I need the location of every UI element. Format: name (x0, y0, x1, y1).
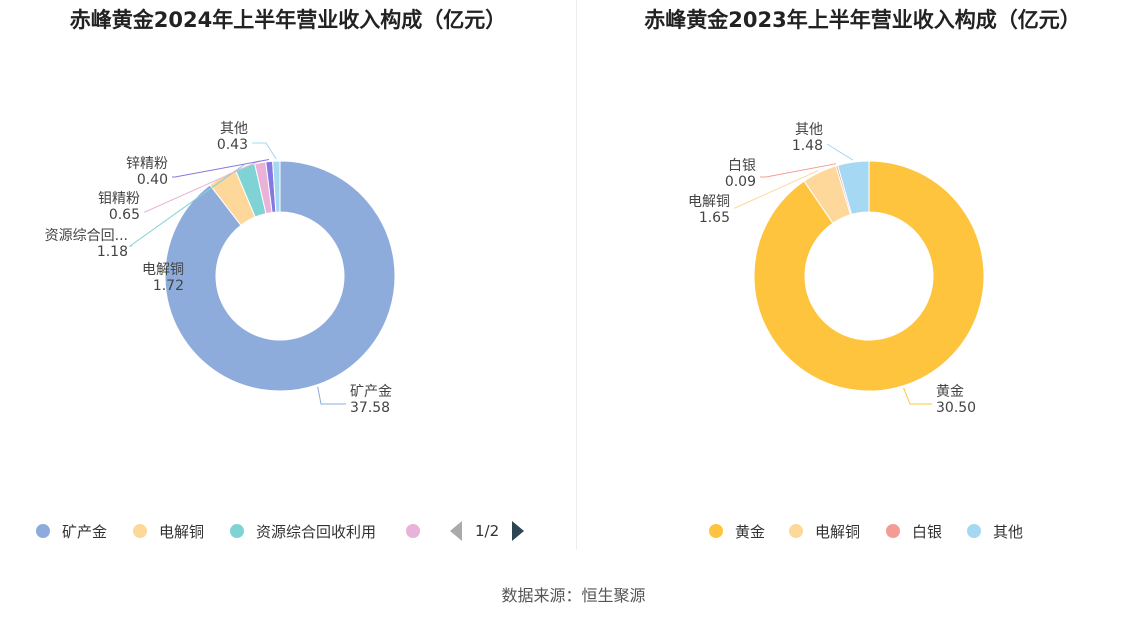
legend-label: 电解铜 (159, 522, 205, 541)
chart-2023-panel: 赤峰黄金2023年上半年营业收入构成（亿元） 黄金 30.50 电解铜 1.65 白银 0… (578, 0, 1147, 560)
slice-label: 其他 (795, 122, 823, 138)
label-leader-line (252, 142, 277, 160)
legend-label: 白银 (912, 522, 943, 541)
donut-chart-2024: 矿产金37.58电解铜1.72资源综合回...1.18钼精粉0.65锌精粉0.4… (45, 121, 396, 416)
legend-pager: 1/2 (450, 518, 525, 544)
slice-label: 锌精粉 (126, 156, 168, 172)
legend-item-2[interactable]: 白银 (886, 518, 942, 544)
chart-2024-panel: 赤峰黄金2024年上半年营业收入构成（亿元） 矿产金 37.58 电解铜 1.72 资源… (0, 0, 576, 560)
slice-value: 1.48 (792, 138, 823, 154)
slice-value: 0.65 (109, 207, 140, 223)
legend-swatch (967, 524, 981, 538)
legend-swatch (886, 524, 900, 538)
slice-value: 1.18 (97, 244, 128, 260)
pie-slice-5[interactable] (272, 160, 281, 213)
label-leader-line (826, 143, 854, 161)
legend-swatch (36, 524, 50, 538)
slice-label: 白银 (728, 158, 756, 174)
legend-swatch (789, 524, 803, 538)
legend-page-indicator: 1/2 (475, 522, 500, 540)
legend-item-1[interactable]: 电解铜 (789, 518, 860, 544)
slice-label: 钼精粉 (98, 191, 140, 207)
slice-value: 1.72 (153, 278, 184, 294)
legend-swatch (709, 524, 723, 538)
slice-label: 电解铜 (142, 262, 184, 278)
legend-label: 电解铜 (815, 522, 861, 541)
legend-item-3[interactable] (406, 518, 432, 544)
slice-value: 0.43 (217, 137, 248, 153)
chart-title-2023: 赤峰黄金2023年上半年营业收入构成（亿元） (644, 8, 1081, 32)
slice-value: 37.58 (350, 400, 390, 416)
slice-label: 黄金 (936, 383, 964, 400)
legend-item-0[interactable]: 黄金 (709, 518, 765, 544)
legend-swatch (230, 524, 244, 538)
label-leader-line (734, 170, 819, 209)
legend-label: 其他 (993, 522, 1024, 541)
data-source-note: 数据来源：恒生聚源 (501, 586, 646, 605)
slice-value: 30.50 (936, 400, 976, 416)
label-leader-line (903, 387, 932, 405)
legend-label: 矿产金 (62, 522, 108, 541)
slice-label: 电解铜 (688, 194, 730, 210)
label-leader-line (760, 163, 837, 178)
slice-value: 0.40 (137, 172, 168, 188)
legend-item-1[interactable]: 电解铜 (133, 518, 204, 544)
legend-swatch (406, 524, 420, 538)
label-leader-line (172, 159, 270, 178)
legend-item-0[interactable]: 矿产金 (36, 518, 107, 544)
label-leader-line (128, 164, 245, 247)
next-page-icon[interactable] (512, 521, 525, 541)
slice-label: 其他 (220, 121, 248, 137)
slice-value: 0.09 (725, 174, 756, 190)
prev-page-icon[interactable] (450, 521, 462, 541)
legend-item-3[interactable]: 其他 (967, 518, 1023, 544)
legend-item-2[interactable]: 资源综合回收利用 (230, 518, 376, 544)
pie-slice-0[interactable] (753, 160, 985, 392)
slice-label: 资源综合回... (45, 228, 128, 244)
legend-label: 资源综合回收利用 (256, 522, 377, 541)
slice-label: 矿产金 (350, 384, 392, 400)
label-leader-line (317, 386, 346, 405)
slice-value: 1.65 (699, 210, 730, 226)
chart-title-2024: 赤峰黄金2024年上半年营业收入构成（亿元） (69, 8, 507, 32)
pie-slice-0[interactable] (164, 160, 396, 392)
pie-slice-3[interactable] (837, 160, 870, 216)
legend-2024: 矿产金 电解铜 资源综合回收利用 1/2 (0, 518, 576, 544)
legend-2023: 黄金 电解铜 白银 其他 (578, 518, 1147, 544)
legend-label: 黄金 (735, 522, 766, 541)
legend-swatch (133, 524, 147, 538)
panel-divider (576, 0, 577, 550)
label-leader-line (144, 160, 261, 213)
